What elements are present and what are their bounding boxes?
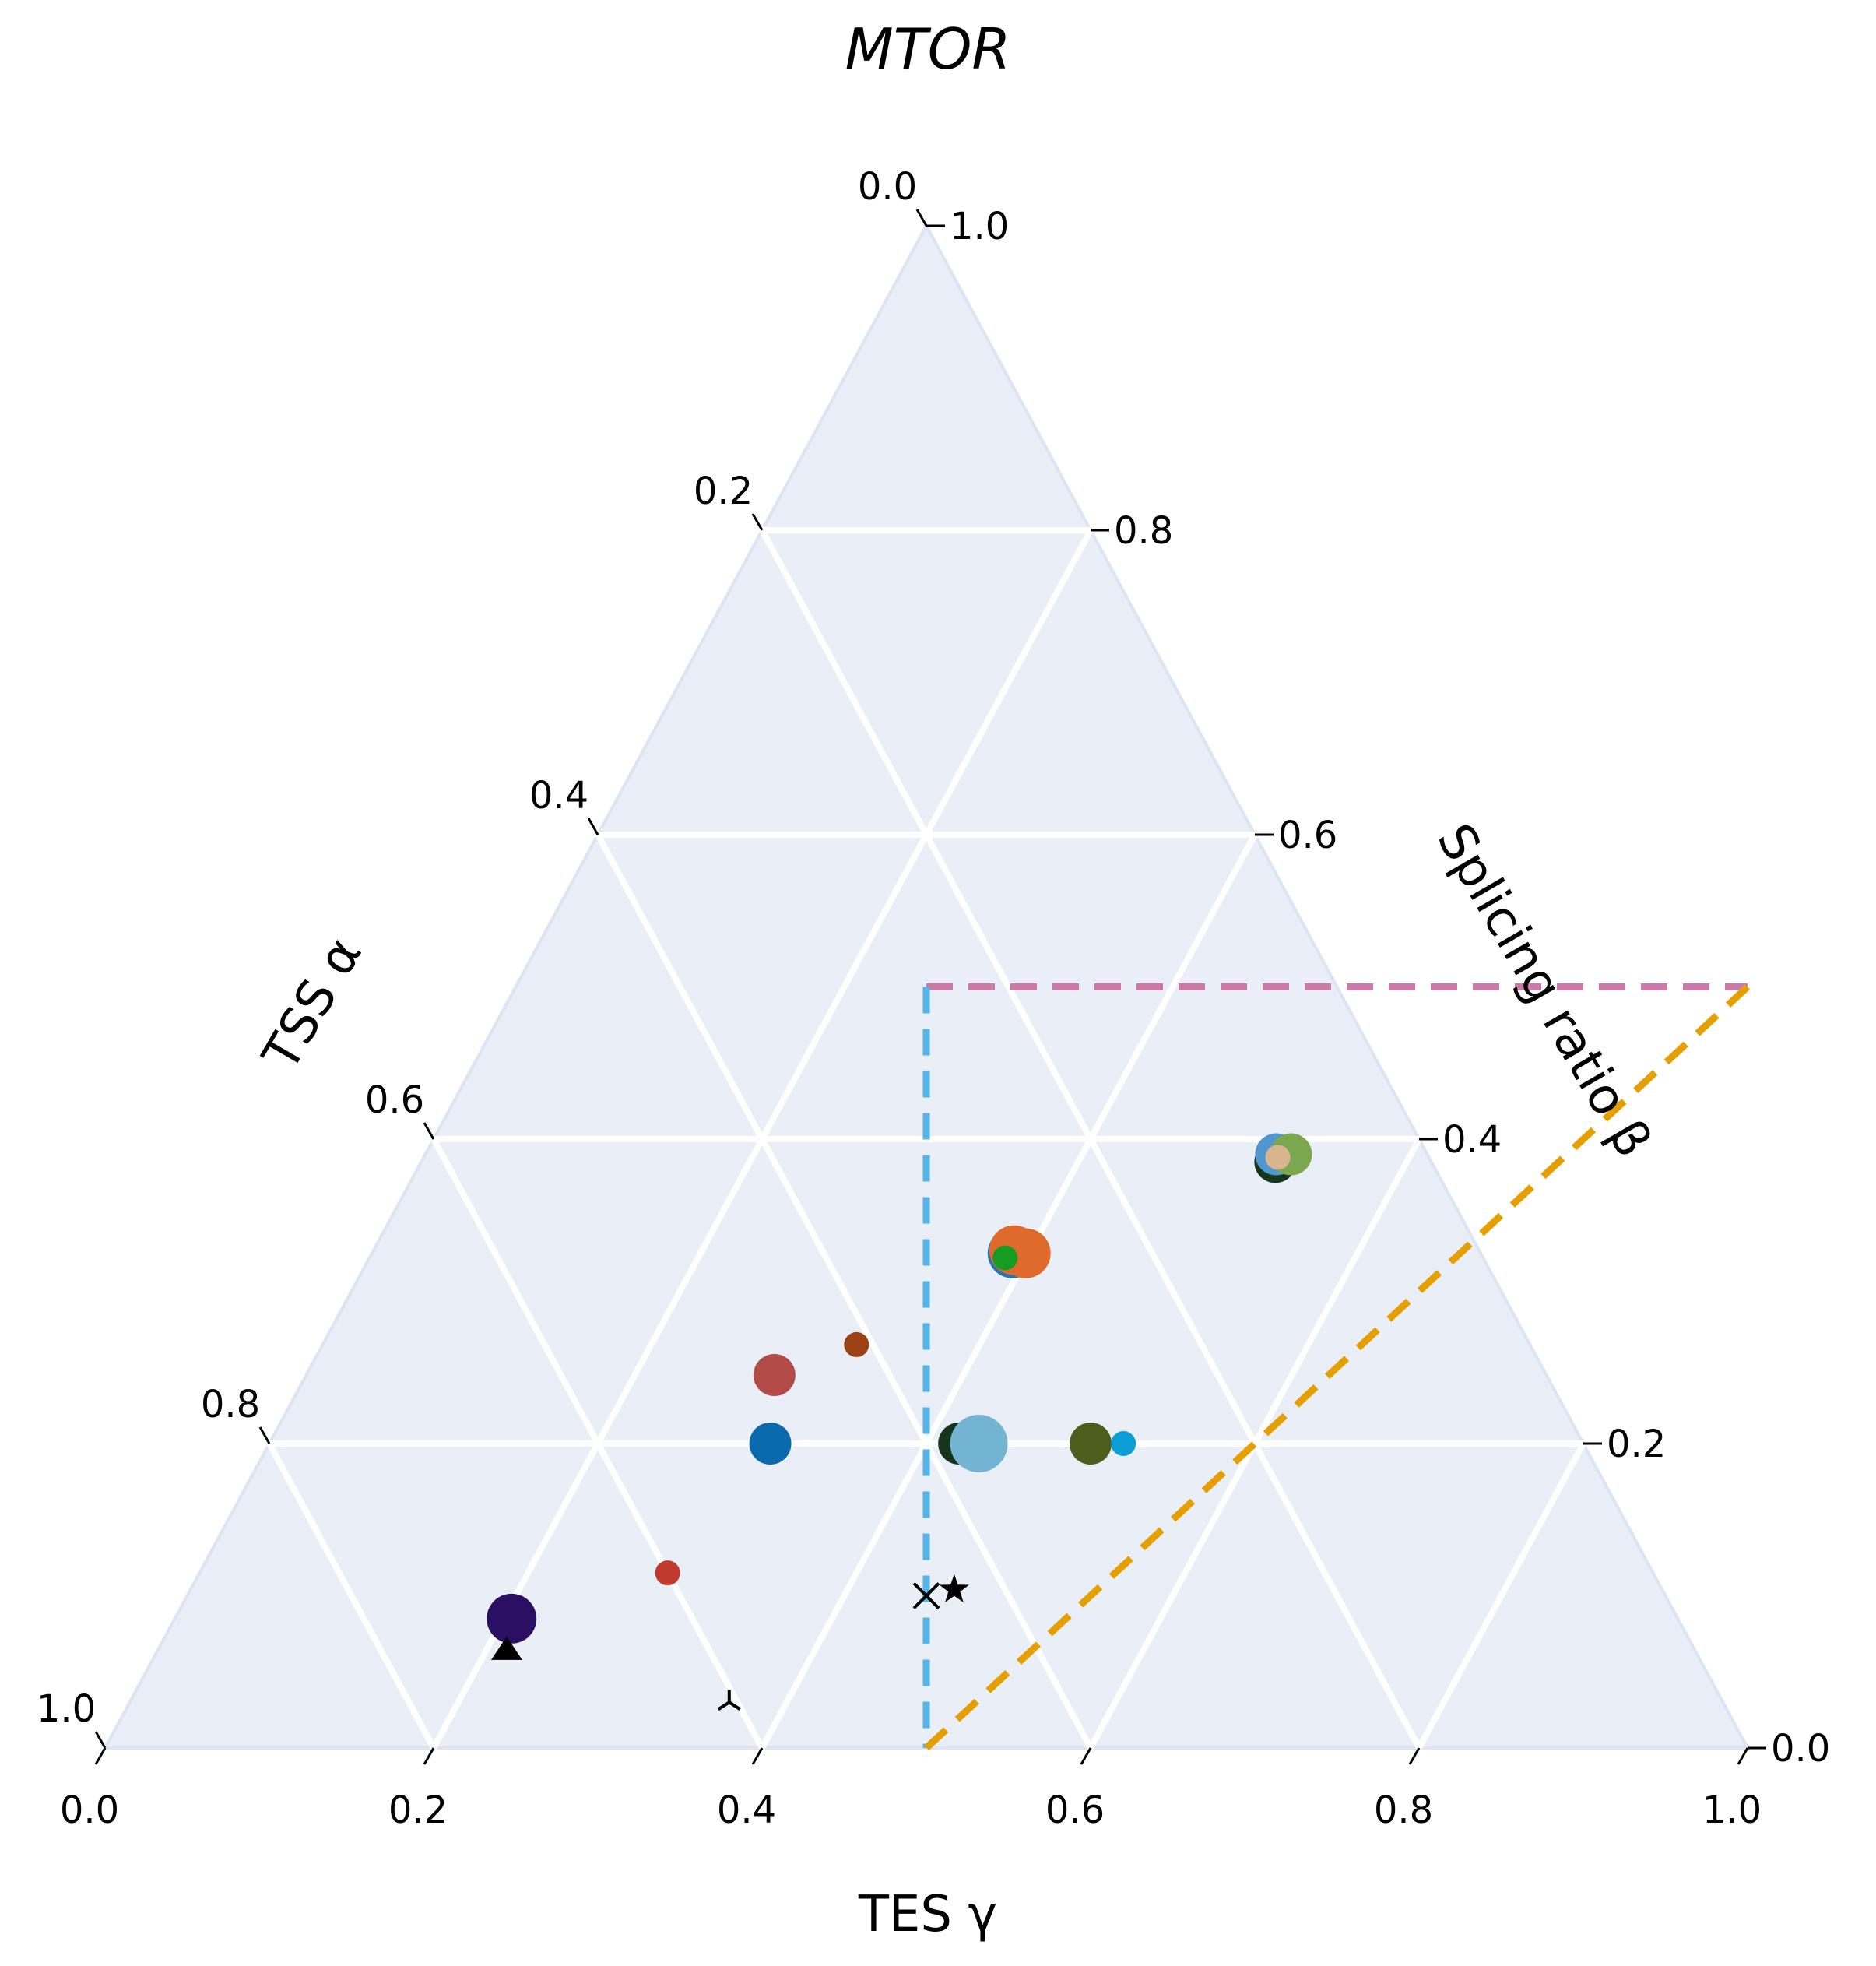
data-point-9 [844, 1331, 869, 1357]
data-point-17 [655, 1560, 680, 1586]
grid-line-alpha [430, 1138, 765, 1750]
data-point-21 [939, 1574, 969, 1602]
bottom-tick-label: 0.6 [1045, 1788, 1105, 1832]
bottom-tick-label: 0.8 [1374, 1788, 1433, 1832]
right-tick-label: 0.4 [1442, 1118, 1502, 1162]
reference-lines [922, 983, 1751, 1751]
bottom-tick-label: 0.4 [717, 1788, 776, 1832]
left-tick-label: 0.6 [365, 1078, 424, 1122]
left-tick [258, 1426, 271, 1444]
grid-line-alpha [595, 833, 1094, 1750]
data-point-10 [753, 1354, 796, 1397]
bottom-tick-label: 0.0 [60, 1788, 119, 1832]
data-point-14 [950, 1415, 1008, 1472]
left-tick-label: 0.8 [201, 1383, 260, 1426]
left-tick [423, 1122, 435, 1140]
data-point-8 [1265, 1145, 1291, 1170]
bottom-tick [751, 1747, 764, 1765]
right-axis-title: Splicing ratio β [1425, 814, 1662, 1167]
bottom-tick-label: 0.2 [388, 1788, 448, 1832]
right-tick-label: 0.0 [1771, 1727, 1830, 1771]
left-tick [751, 513, 764, 531]
bottom-tick-label: 1.0 [1702, 1788, 1762, 1832]
left-tick [587, 818, 599, 835]
bottom-tick [94, 1747, 107, 1765]
left-tick-label: 0.0 [858, 165, 917, 209]
bottom-tick [1080, 1747, 1092, 1765]
data-point-3 [992, 1245, 1018, 1271]
left-axis-title: TSS α [252, 928, 374, 1081]
data-point-16 [1111, 1431, 1136, 1456]
axis-ticks: 0.0 0.0 0.0 0.2 0.2 0.2 0.4 0.4 0.4 0.6 0.6 0.6 0.8 0… [37, 165, 1831, 1832]
chart-title: MTOR [845, 16, 1011, 82]
bottom-tick [423, 1747, 435, 1765]
data-point-20 [912, 1582, 940, 1609]
grid-line-alpha [266, 1442, 437, 1750]
right-tick-label: 0.2 [1607, 1423, 1666, 1466]
data-point-18 [487, 1593, 537, 1644]
data-point-19 [490, 1636, 522, 1660]
bottom-axis-title: TES γ [858, 1886, 997, 1943]
left-tick-label: 0.4 [529, 774, 588, 818]
left-tick [915, 209, 928, 227]
data-point-15 [1070, 1423, 1112, 1465]
right-tick-label: 0.6 [1278, 814, 1337, 857]
left-tick-label: 0.2 [694, 470, 753, 513]
grid-line-gamma [1416, 1442, 1586, 1750]
left-tick [94, 1731, 107, 1749]
data-point-11 [749, 1423, 792, 1465]
left-tick-label: 1.0 [37, 1687, 96, 1731]
data-points [487, 1133, 1312, 1711]
right-tick-label: 0.8 [1114, 509, 1173, 553]
right-tick-label: 1.0 [950, 205, 1009, 248]
grid-line-gamma [1087, 1138, 1422, 1750]
data-point-22 [717, 1690, 741, 1711]
grid-line-gamma [759, 833, 1258, 1750]
bottom-tick [1408, 1747, 1421, 1765]
reference-line-gamma-line [923, 984, 1751, 1751]
bottom-tick [1737, 1747, 1749, 1765]
